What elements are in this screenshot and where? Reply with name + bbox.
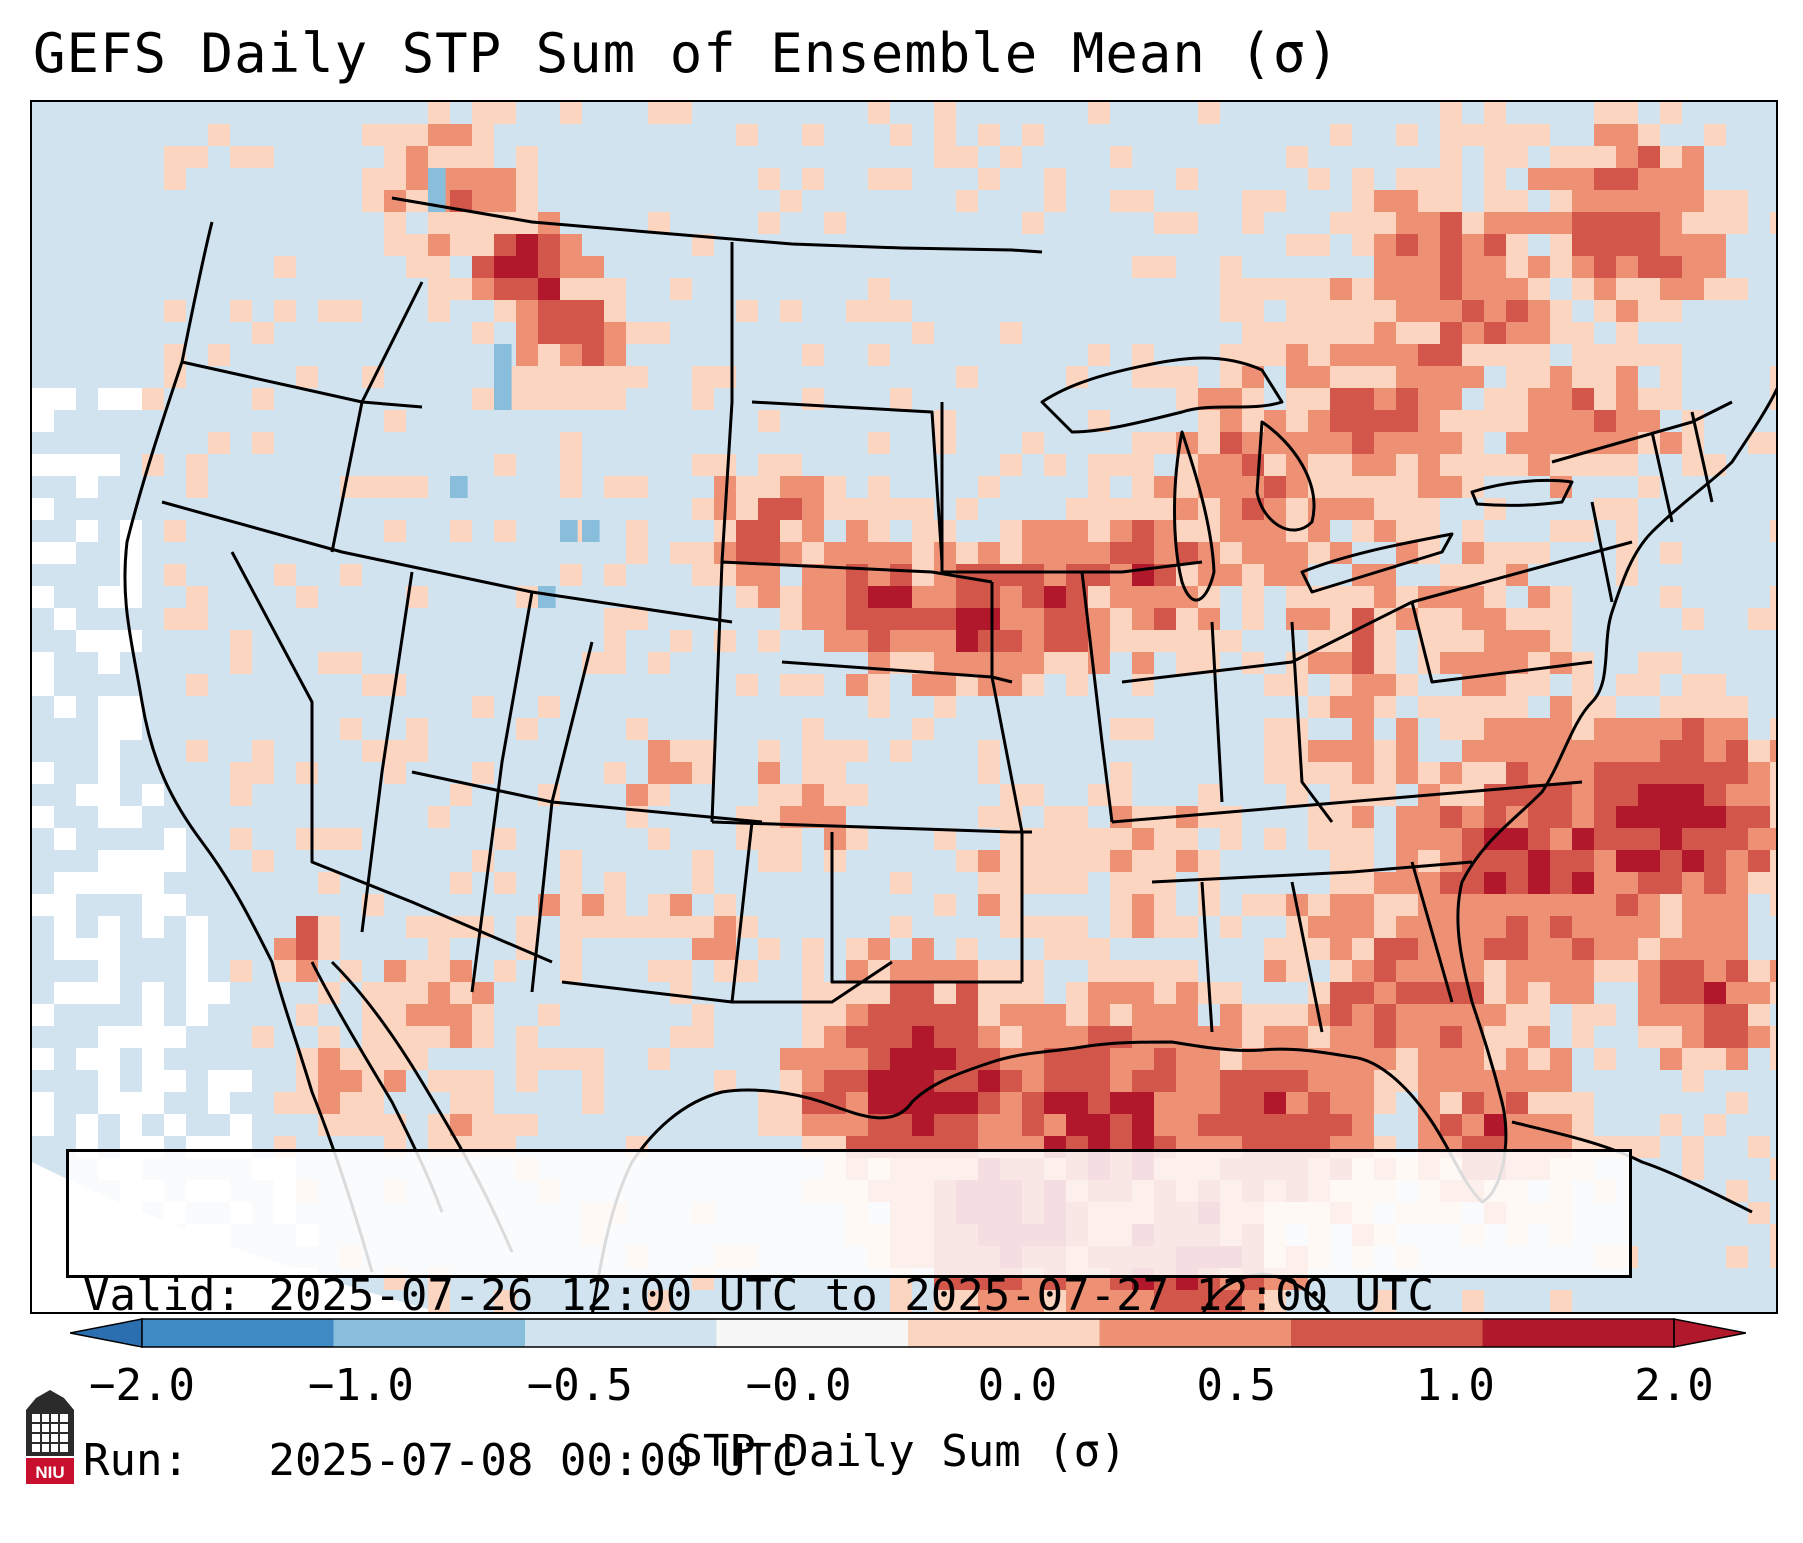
colorbar-tick-label: −2.0 (89, 1360, 195, 1411)
colorbar-segment (142, 1319, 334, 1347)
state-lines-west (161, 281, 763, 993)
valid-run-info-box: Valid: 2025-07-26 12:00 UTC to 2025-07-2… (66, 1149, 1632, 1486)
colorbar-segment (1291, 1319, 1483, 1347)
colorbar-segment (1099, 1319, 1292, 1347)
colorbar-extend-high (1673, 1318, 1746, 1348)
colorbar-tick-label: −1.0 (307, 1360, 414, 1411)
valid-label: Valid: (83, 1270, 242, 1321)
negative-anomaly-cell (560, 520, 578, 542)
cuba-coast (1511, 1120, 1753, 1214)
colorbar-segment (333, 1319, 526, 1347)
run-row: Run: 2025-07-08 00:00 UTC (83, 1433, 1615, 1488)
negative-anomaly-cell (538, 586, 556, 608)
negative-anomaly-cell (450, 476, 468, 498)
lake-ontario-outline (1470, 478, 1574, 507)
negative-anomaly-cell (494, 388, 512, 410)
state-and-coast-borders (123, 196, 1776, 1312)
colorbar-segment (908, 1319, 1100, 1347)
state-lines-east (940, 402, 1633, 1033)
colorbar-label: STP Daily Sum (σ) (676, 1426, 1127, 1477)
colorbar-extend-low (70, 1318, 143, 1348)
svg-text:NIU: NIU (35, 1463, 64, 1482)
stp-map (32, 102, 1776, 1312)
negative-anomaly-cell (494, 344, 512, 366)
colorbar-segment (1482, 1319, 1675, 1347)
east-coast (1456, 387, 1776, 1003)
negative-anomaly-cell (582, 520, 600, 542)
map-panel (30, 100, 1778, 1314)
west-coast (123, 221, 374, 1273)
lake-huron-outline (1255, 420, 1316, 532)
colorbar-segment (716, 1319, 909, 1347)
map-title: GEFS Daily STP Sum of Ensemble Mean (σ) (33, 22, 1340, 85)
niu-logo: NIU (26, 1390, 74, 1484)
negative-anomaly-cell (494, 366, 512, 388)
colorbar-tick-label: −0.0 (745, 1360, 852, 1411)
lake-michigan-outline (1173, 430, 1216, 602)
colorbar-segment (525, 1319, 717, 1347)
colorbar-tick-label: −0.5 (526, 1360, 633, 1411)
run-time: 2025-07-08 00:00 UTC (268, 1435, 799, 1486)
colorbar-tick-label: 0.0 (977, 1360, 1058, 1411)
run-label: Run: (83, 1435, 189, 1486)
great-lakes-outline (1040, 356, 1284, 434)
stp-anomaly-field (32, 102, 1776, 1312)
colorbar-tick-labels: −2.0 −1.0 −0.5 −0.0 0.0 0.5 1.0 2.0 (0, 1360, 1803, 1420)
negative-anomaly-cell (428, 168, 446, 190)
state-lines-northeast (1551, 400, 1733, 603)
valid-time-range: 2025-07-26 12:00 UTC to 2025-07-27 12:00… (268, 1270, 1435, 1321)
colorbar-tick-label: 1.0 (1415, 1360, 1495, 1411)
colorbar-tick-label: 2.0 (1634, 1360, 1714, 1411)
negative-anomaly-cell (428, 190, 446, 212)
valid-row: Valid: 2025-07-26 12:00 UTC to 2025-07-2… (83, 1268, 1615, 1323)
state-lines-central (561, 242, 1032, 1004)
colorbar (70, 1318, 1746, 1348)
lake-erie-outline (1300, 532, 1454, 594)
canada-border (391, 196, 1043, 254)
colorbar-tick-label: 0.5 (1196, 1360, 1277, 1411)
